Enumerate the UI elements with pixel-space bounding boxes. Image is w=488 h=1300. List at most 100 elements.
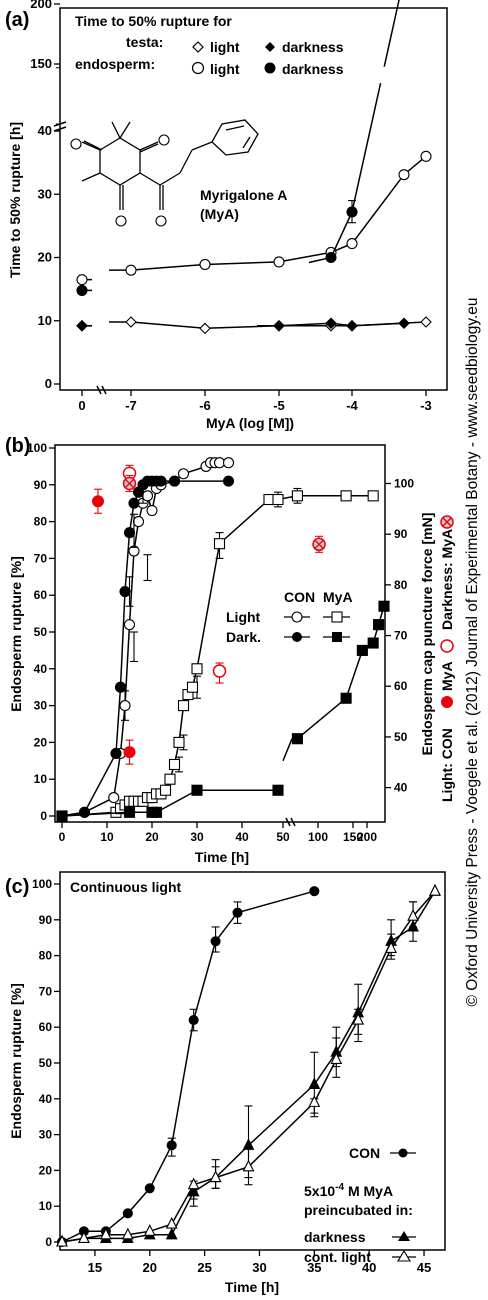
panel-c-ytick-label: 90 xyxy=(39,913,53,927)
svg-text:cont. light: cont. light xyxy=(304,1249,371,1265)
panel-c-series-con-point xyxy=(188,1014,199,1026)
panel-a-series-testa-darkness-point xyxy=(76,320,88,332)
panel-b-ytick-label: 30 xyxy=(34,699,48,713)
panel-c-series-cont-light-point xyxy=(187,1177,200,1190)
panel-c-series-con-line xyxy=(61,890,315,1243)
panel-a-series-testa-darkness-point xyxy=(346,320,358,332)
panel-a-series-endosperm-light-point xyxy=(398,169,410,181)
panel-b-y2tick-label: 70 xyxy=(394,629,408,643)
panel-c-series-cont-light-point xyxy=(429,883,441,896)
panel-c-ytick-label: 80 xyxy=(39,949,53,963)
panel-c-series-cont-light-point xyxy=(143,1224,156,1236)
panel-b-series-dark-con-point xyxy=(123,527,136,539)
svg-text:MyA: MyA xyxy=(439,661,455,691)
panel-a-ytick-label: 10 xyxy=(38,313,52,328)
panel-b-series-dark-mya-point xyxy=(356,644,368,656)
panel-b-legend: CON MyA Light Dark. xyxy=(226,589,353,645)
panel-b-ytick-label: 20 xyxy=(34,735,48,749)
panel-b-series-light-mya-point xyxy=(272,493,284,506)
panel-b-series-light-con-point xyxy=(132,516,145,528)
svg-text:light: light xyxy=(210,61,240,77)
panel-b-series-light-con-point xyxy=(108,792,120,804)
panel-a-series-endosperm-light-point xyxy=(125,264,137,276)
panel-b-ytick-label: 60 xyxy=(34,588,48,602)
panel-c-series-cont-light-point xyxy=(330,1052,343,1064)
legend-endosperm-light: light xyxy=(191,61,240,77)
panel-a-legend-title: Time to 50% rupture for xyxy=(75,13,232,29)
panel-a-ytick-label: 200 xyxy=(30,0,52,11)
panel-c-series-cont-light-point xyxy=(99,1227,112,1240)
panel-c-xtick-label: 25 xyxy=(197,1260,211,1275)
panel-c-plot xyxy=(56,883,441,1248)
panel-b: (b) Endosperm rupture [%] Endosperm cap … xyxy=(5,435,455,865)
panel-b-series-light-mya-point xyxy=(186,681,199,693)
panel-a-xtick-label: -7 xyxy=(125,398,137,413)
legend-endosperm-dark: darkness xyxy=(264,61,344,77)
panel-c-series-cont-light-point xyxy=(242,1159,255,1172)
panel-a-series-endosperm-darkness-point xyxy=(346,206,358,218)
panel-c-series-darkness-point xyxy=(165,1227,178,1240)
panel-a-series-testa-darkness-point xyxy=(325,317,337,330)
panel-a-xtick-label: 0 xyxy=(78,398,85,413)
panel-a-ylabel: Time to 50% rupture [h] xyxy=(7,122,23,278)
panel-a-xlabel: MyA (log [M]) xyxy=(206,415,294,431)
panel-b-series-light-mya-point xyxy=(367,490,379,502)
panel-c-series-con-point xyxy=(122,1208,133,1219)
panel-b-series-dark-mya-point xyxy=(378,600,390,612)
panel-b-frame xyxy=(54,444,386,823)
panel-a-ytick-label: 20 xyxy=(38,250,52,265)
panel-a-xtick-label: -4 xyxy=(346,398,358,413)
panel-b-series-dark-mya-point xyxy=(56,810,68,822)
panel-b-ytick-label: 10 xyxy=(34,772,48,786)
panel-c-label: (c) xyxy=(5,876,29,898)
panel-b-y2tick-label: 90 xyxy=(394,527,408,541)
panel-b-series-light-mya-point xyxy=(173,736,185,748)
svg-text:5x10-4 M MyA: 5x10-4 M MyA xyxy=(304,1182,393,1199)
panel-b-series-dark-con-point xyxy=(114,681,127,693)
panel-b-ytick-label: 50 xyxy=(34,625,48,639)
panel-b-series-light-mya-point xyxy=(177,700,190,712)
panel-c-series-con-point xyxy=(232,907,243,918)
panel-b-y2tick-label: 100 xyxy=(394,476,414,490)
panel-b-y2tick-label: 80 xyxy=(394,578,408,592)
panel-b-xtick-label: 150 xyxy=(343,830,363,844)
panel-b-series-light-con-point xyxy=(146,505,158,517)
svg-text:Light: Light xyxy=(226,609,261,625)
svg-text:CON: CON xyxy=(349,1145,380,1161)
force-dark-mya-cross xyxy=(314,539,324,549)
panel-a-series-endosperm-light-point xyxy=(273,256,285,268)
panel-b-xtick-label: 0 xyxy=(59,830,66,844)
panel-c-series-cont-light-point xyxy=(308,1095,321,1107)
panel-a-series-endosperm-darkness-rise xyxy=(351,82,382,213)
svg-text:Light: CON: Light: CON xyxy=(439,728,455,802)
panel-b-ytick-label: 90 xyxy=(34,478,48,492)
panel-b-series-light-mya-point xyxy=(164,773,176,785)
panel-b-ylabel: Endosperm rupture [%] xyxy=(8,556,24,712)
panel-b-series-light-mya-point xyxy=(340,490,352,502)
panel-c-xtick-label: 35 xyxy=(307,1260,321,1275)
panel-b-series-dark-con-point xyxy=(78,806,91,818)
panel-c-xtick-label: 45 xyxy=(417,1260,431,1275)
svg-text:preincubated in:: preincubated in: xyxy=(304,1202,413,1218)
panel-b-xtick-label: 10 xyxy=(100,830,114,844)
panel-b-series-light-mya-line xyxy=(277,495,374,501)
panel-b-label: (b) xyxy=(5,435,31,457)
panel-b-series-light-mya-point xyxy=(159,784,172,796)
panel-b-series-dark-mya-break xyxy=(282,738,293,762)
panel-c-xlabel: Time [h] xyxy=(225,1279,279,1295)
panel-b-plot xyxy=(56,457,390,822)
panel-a-xaxis-break xyxy=(101,385,107,395)
panel-c-axes: 15 20 25 30 35 40 45 0 10 20 30 40 50 60 70 80 90 100 xyxy=(32,877,431,1275)
panel-a-series-testa-darkness-point xyxy=(273,320,285,332)
panel-a-ytick-label: 150 xyxy=(30,56,52,71)
panel-b-series-light-con-point xyxy=(119,700,131,712)
panel-b-series-light-mya-point xyxy=(191,663,203,675)
panel-a-ytick-label: 40 xyxy=(38,123,52,138)
panel-b-series-light-con-point xyxy=(123,619,136,631)
panel-c-series-cont-light-point xyxy=(352,1012,365,1025)
panel-a-xtick-label: -3 xyxy=(420,398,432,413)
compound-abbrev: (MyA) xyxy=(200,206,239,222)
panel-b-series-dark-con-point xyxy=(128,497,140,509)
panel-c-series-darkness-point xyxy=(242,1138,255,1150)
panel-b-series-dark-mya-point xyxy=(150,806,163,818)
